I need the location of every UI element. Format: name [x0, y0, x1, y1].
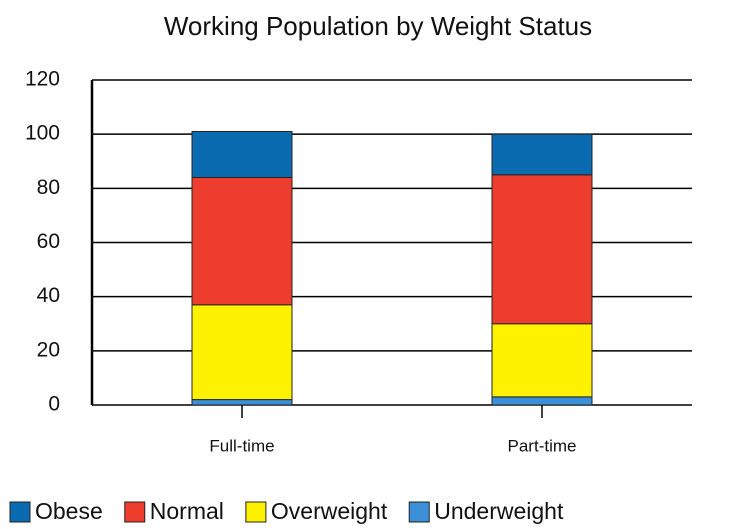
y-tick-label: 80 — [37, 176, 60, 199]
legend-label: Underweight — [434, 498, 564, 524]
x-tick-label: Full-time — [209, 436, 274, 455]
x-tick-label: Part-time — [508, 436, 577, 455]
legend-label: Obese — [35, 498, 103, 524]
legend-swatch — [9, 501, 31, 523]
legend-swatch — [408, 501, 430, 523]
bar-segment — [191, 177, 293, 306]
legend-swatch — [245, 501, 267, 523]
bar-segment — [491, 323, 593, 398]
chart-title: Working Population by Weight Status — [164, 11, 592, 41]
bar-segment — [491, 174, 593, 325]
bar-segment — [191, 130, 293, 178]
legend-label: Overweight — [271, 498, 388, 524]
bar-segment — [491, 133, 593, 176]
bar-segment — [191, 304, 293, 401]
legend-swatch — [124, 501, 146, 523]
y-tick-label: 40 — [37, 284, 60, 307]
bar-segment — [491, 396, 593, 406]
y-tick-label: 100 — [25, 122, 60, 145]
y-tick-label: 0 — [48, 393, 60, 416]
legend-label: Normal — [150, 498, 224, 524]
y-tick-label: 60 — [37, 230, 60, 253]
y-tick-label: 120 — [25, 68, 60, 91]
y-tick-label: 20 — [37, 338, 60, 361]
bar-segment — [191, 399, 293, 406]
